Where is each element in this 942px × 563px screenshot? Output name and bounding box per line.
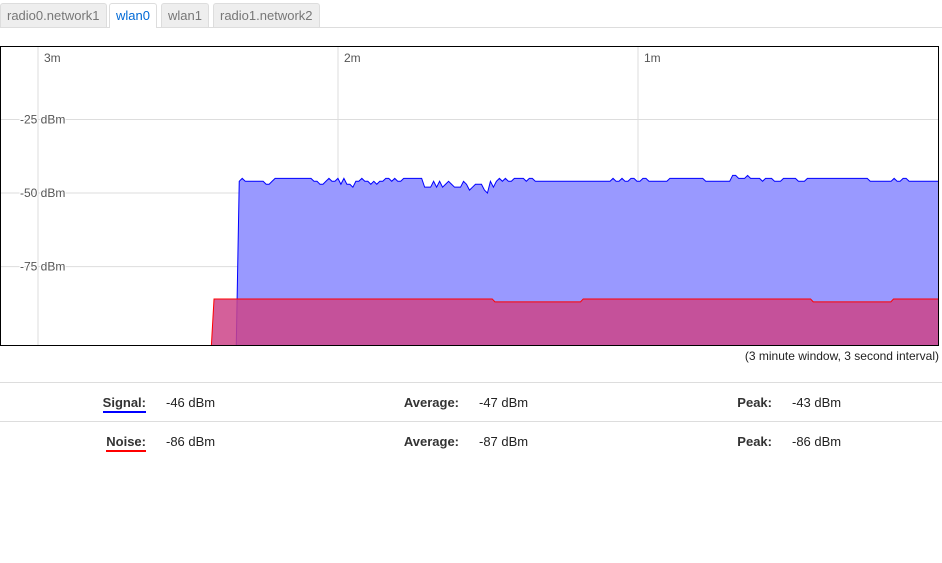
noise-average-value: -87 dBm [479,434,529,449]
x-tick-label: 3m [44,51,61,65]
chart-labels: 3m 2m 1m -25 dBm -50 dBm -75 dBm [19,50,662,275]
noise-current-value: -86 dBm [166,434,216,449]
signal-average-label: Average: [403,395,459,410]
noise-peak-label: Peak: [737,434,772,449]
tabs-divider [0,27,942,28]
signal-average-value: -47 dBm [479,395,529,410]
tab-radio1-network2[interactable]: radio1.network2 [213,3,320,27]
x-tick-label: 1m [644,51,661,65]
noise-line [0,298,939,346]
signal-row: Signal: -46 dBm Average: -47 dBm Peak: -… [0,382,942,421]
chart-border [0,46,939,346]
tab-wlan0[interactable]: wlan0 [109,3,157,28]
signal-label: Signal: [102,395,146,413]
interface-tabs: radio0.network1 wlan0 wlan1 radio1.netwo… [0,0,942,28]
signal-peak-label: Peak: [737,395,772,410]
signal-line [0,174,939,346]
tab-wlan1[interactable]: wlan1 [161,3,209,27]
y-tick-label: -25 dBm [20,113,65,127]
signal-noise-chart: 3m 2m 1m -25 dBm -50 dBm -75 dBm [0,46,939,346]
x-tick-label: 2m [344,51,361,65]
signal-peak-value: -43 dBm [792,395,842,410]
y-tick-label: -75 dBm [20,260,65,274]
tab-radio0-network1[interactable]: radio0.network1 [0,3,107,27]
noise-area [0,298,939,346]
noise-average-label: Average: [403,434,459,449]
signal-legend-label: Signal: [102,395,146,413]
noise-legend-label: Noise: [106,434,146,452]
noise-row: Noise: -86 dBm Average: -87 dBm Peak: -8… [0,421,942,460]
chart-caption: (3 minute window, 3 second interval) [744,349,939,363]
noise-label: Noise: [106,434,146,452]
stats-table: Signal: -46 dBm Average: -47 dBm Peak: -… [0,382,942,460]
chart-areas [0,174,939,346]
y-tick-label: -50 dBm [20,186,65,200]
signal-current-value: -46 dBm [166,395,216,410]
chart-svg: 3m 2m 1m -25 dBm -50 dBm -75 dBm [0,46,939,346]
noise-peak-value: -86 dBm [792,434,842,449]
